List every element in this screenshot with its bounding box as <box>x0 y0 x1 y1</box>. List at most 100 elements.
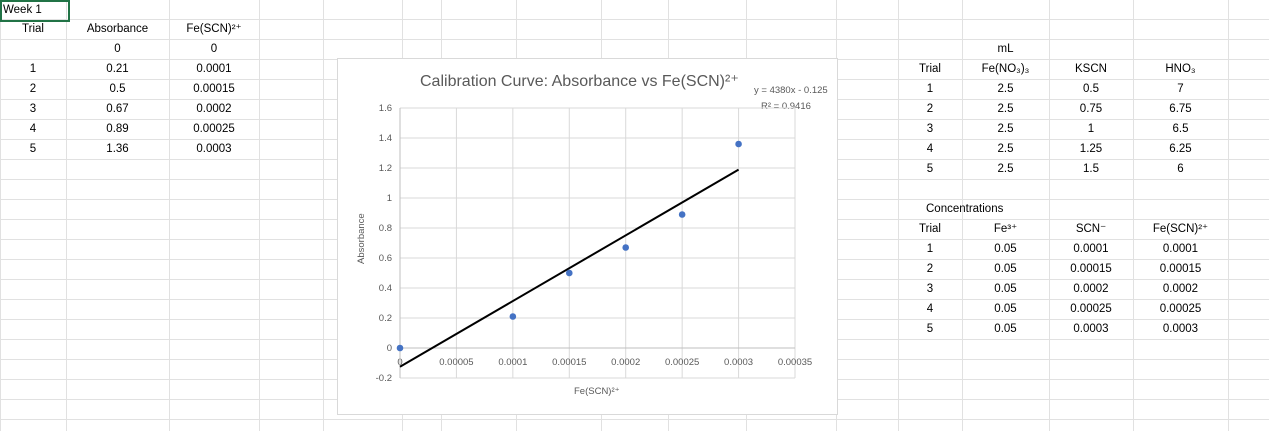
ml-row-cell[interactable]: 5 <box>926 163 934 175</box>
data-row-cell[interactable]: 0.21 <box>106 63 129 75</box>
data-point[interactable] <box>678 211 686 218</box>
conc-row-cell[interactable]: 0.05 <box>994 303 1017 315</box>
data-zero-fescn[interactable]: 0 <box>210 43 218 55</box>
data-row-cell[interactable]: 0.00025 <box>193 123 235 135</box>
ml-header-fe-no3[interactable]: Fe(NO₃)₃ <box>981 63 1030 75</box>
data-row-cell[interactable]: 1.36 <box>106 143 129 155</box>
data-row-cell[interactable]: 0.00015 <box>193 83 235 95</box>
ml-row-cell[interactable]: 1.5 <box>1083 163 1099 175</box>
y-axis-title: Absorbance <box>356 213 367 264</box>
conc-row-cell[interactable]: 0.00015 <box>1070 263 1112 275</box>
ml-row-cell[interactable]: 3 <box>926 123 934 135</box>
conc-row-cell[interactable]: 1 <box>926 243 934 255</box>
ml-row-cell[interactable]: 6 <box>1177 163 1184 175</box>
y-tick-label: 0.4 <box>379 283 392 294</box>
ml-header-hno3[interactable]: HNO₃ <box>1165 63 1196 75</box>
y-tick-label: 0.8 <box>379 223 392 234</box>
data-point[interactable] <box>509 313 517 320</box>
x-tick-label: 0.00015 <box>552 357 586 368</box>
data-row-cell[interactable]: 5 <box>29 143 37 155</box>
data-point[interactable] <box>735 140 742 148</box>
data-row-cell[interactable]: 0.67 <box>106 103 129 115</box>
ml-row-cell[interactable]: 1 <box>926 83 934 95</box>
conc-row-cell[interactable]: 0.05 <box>994 283 1017 295</box>
ml-row-cell[interactable]: 6.25 <box>1169 143 1192 155</box>
trendline-equation: y = 4380x - 0.125 <box>754 85 828 96</box>
data-row-cell[interactable]: 0.0002 <box>196 103 232 115</box>
data-row-cell[interactable]: 0.89 <box>106 123 129 135</box>
data-header-trial[interactable]: Trial <box>22 23 44 35</box>
data-row-cell[interactable]: 0.5 <box>109 83 126 95</box>
conc-row-cell[interactable]: 0.0003 <box>1162 323 1199 335</box>
calibration-chart[interactable]: Calibration Curve: Absorbance vs Fe(SCN)… <box>337 58 838 415</box>
ml-header-kscn[interactable]: KSCN <box>1075 63 1107 75</box>
data-header-fescn[interactable]: Fe(SCN)²⁺ <box>186 23 242 35</box>
ml-header-trial[interactable]: Trial <box>919 63 941 75</box>
y-tick-label: -0.2 <box>376 373 392 384</box>
chart-title: Calibration Curve: Absorbance vs Fe(SCN)… <box>420 73 739 90</box>
y-tick-label: 0.6 <box>379 253 392 264</box>
conc-row-cell[interactable]: 4 <box>926 303 934 315</box>
ml-row-cell[interactable]: 2 <box>926 103 934 115</box>
ml-row-cell[interactable]: 1.25 <box>1079 143 1103 155</box>
ml-row-cell[interactable]: 2.5 <box>997 83 1014 95</box>
x-tick-label: 0.0003 <box>724 357 753 368</box>
conc-row-cell[interactable]: 0.00025 <box>1070 303 1112 315</box>
y-tick-label: 0 <box>387 343 392 354</box>
x-tick-label: 0.00005 <box>439 357 473 368</box>
ml-group-label[interactable]: mL <box>997 43 1014 55</box>
data-point[interactable] <box>622 244 630 251</box>
conc-row-cell[interactable]: 3 <box>926 283 934 295</box>
conc-header-scn[interactable]: SCN⁻ <box>1075 223 1107 235</box>
conc-group-label[interactable]: Concentrations <box>926 203 1004 215</box>
y-tick-label: 1.4 <box>379 133 392 144</box>
trendline <box>399 168 740 368</box>
conc-header-fescn[interactable]: Fe(SCN)²⁺ <box>1152 223 1209 235</box>
selected-cell-a1[interactable] <box>0 0 70 22</box>
chart-plot: Calibration Curve: Absorbance vs Fe(SCN)… <box>356 73 828 397</box>
x-tick-label: 0.00025 <box>665 357 699 368</box>
x-axis-title: Fe(SCN)²⁺ <box>574 386 620 397</box>
data-point[interactable] <box>396 344 404 352</box>
x-tick-label: 0.0001 <box>498 357 527 368</box>
y-tick-label: 1 <box>387 193 392 204</box>
ml-row-cell[interactable]: 0.75 <box>1079 103 1103 115</box>
conc-row-cell[interactable]: 5 <box>926 323 934 335</box>
x-tick-label: 0.00035 <box>778 357 812 368</box>
ml-row-cell[interactable]: 6.75 <box>1169 103 1192 115</box>
ml-row-cell[interactable]: 4 <box>926 143 934 155</box>
conc-row-cell[interactable]: 2 <box>926 263 934 275</box>
ml-row-cell[interactable]: 2.5 <box>997 163 1014 175</box>
data-row-cell[interactable]: 0.0001 <box>196 63 232 75</box>
data-row-cell[interactable]: 1 <box>29 63 37 75</box>
ml-row-cell[interactable]: 6.5 <box>1172 123 1189 135</box>
ml-row-cell[interactable]: 2.5 <box>997 123 1014 135</box>
conc-row-cell[interactable]: 0.0002 <box>1073 283 1109 295</box>
data-row-cell[interactable]: 3 <box>29 103 37 115</box>
y-tick-label: 1.2 <box>379 163 392 174</box>
conc-row-cell[interactable]: 0.0001 <box>1073 243 1109 255</box>
conc-row-cell[interactable]: 0.00025 <box>1159 303 1202 315</box>
data-row-cell[interactable]: 4 <box>29 123 37 135</box>
ml-row-cell[interactable]: 1 <box>1087 123 1095 135</box>
conc-header-trial[interactable]: Trial <box>919 223 941 235</box>
conc-row-cell[interactable]: 0.0002 <box>1162 283 1199 295</box>
y-tick-label: 0.2 <box>379 313 392 324</box>
data-row-cell[interactable]: 2 <box>29 83 37 95</box>
data-point[interactable] <box>565 269 573 277</box>
week-label[interactable]: Week 1 <box>3 4 42 16</box>
ml-row-cell[interactable]: 7 <box>1177 83 1184 95</box>
ml-row-cell[interactable]: 2.5 <box>997 143 1014 155</box>
conc-row-cell[interactable]: 0.05 <box>994 263 1017 275</box>
conc-row-cell[interactable]: 0.0001 <box>1162 243 1199 255</box>
data-zero-absorbance[interactable]: 0 <box>114 43 121 55</box>
conc-row-cell[interactable]: 0.0003 <box>1073 323 1109 335</box>
data-row-cell[interactable]: 0.0003 <box>196 143 232 155</box>
ml-row-cell[interactable]: 0.5 <box>1083 83 1099 95</box>
conc-row-cell[interactable]: 0.05 <box>994 243 1017 255</box>
conc-header-fe3[interactable]: Fe³⁺ <box>993 223 1018 235</box>
conc-row-cell[interactable]: 0.00015 <box>1159 263 1202 275</box>
ml-row-cell[interactable]: 2.5 <box>997 103 1014 115</box>
conc-row-cell[interactable]: 0.05 <box>994 323 1017 335</box>
data-header-absorbance[interactable]: Absorbance <box>86 23 149 35</box>
